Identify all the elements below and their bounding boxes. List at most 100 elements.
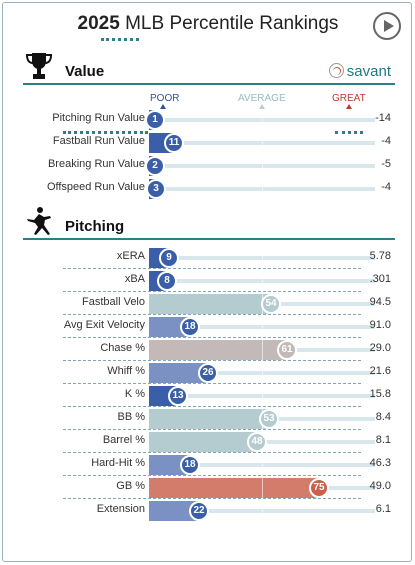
average-line bbox=[262, 133, 263, 153]
metric-row[interactable]: Offspeed Run Value 3 -4 bbox=[23, 177, 395, 200]
metric-row[interactable]: Pitching Run Value 1 -14 bbox=[23, 108, 395, 131]
metric-row[interactable]: xBA 8 .301 bbox=[23, 269, 395, 292]
metric-name: Extension bbox=[96, 503, 145, 515]
percentile-badge: 48 bbox=[247, 432, 267, 452]
scale-average-marker bbox=[259, 104, 265, 109]
percentile-badge: 26 bbox=[198, 363, 218, 383]
row-divider bbox=[63, 291, 361, 292]
percentile-badge: 61 bbox=[277, 340, 297, 360]
metric-row[interactable]: Whiff % 26 21.6 bbox=[23, 361, 395, 384]
average-line bbox=[262, 110, 263, 130]
percentile-bar bbox=[149, 363, 208, 383]
percentile-badge: 75 bbox=[309, 478, 329, 498]
percentile-badge: 18 bbox=[180, 317, 200, 337]
percentile-bar bbox=[149, 340, 287, 360]
metric-value: -5 bbox=[381, 158, 391, 170]
pitching-section-header: Pitching bbox=[23, 207, 395, 240]
value-section-title: Value bbox=[65, 63, 105, 80]
metric-row[interactable]: Fastball Velo 54 94.5 bbox=[23, 292, 395, 315]
average-line bbox=[262, 317, 263, 337]
row-divider bbox=[63, 406, 361, 407]
row-divider bbox=[63, 360, 361, 361]
percentile-badge: 22 bbox=[189, 501, 209, 521]
metric-name: Fastball Velo bbox=[82, 296, 145, 308]
metric-value: 91.0 bbox=[369, 319, 391, 331]
percentile-badge: 3 bbox=[146, 179, 166, 199]
scale-average-label: AVERAGE bbox=[238, 93, 286, 104]
row-divider bbox=[63, 268, 361, 269]
metric-value: -4 bbox=[381, 181, 391, 193]
play-icon[interactable] bbox=[373, 12, 401, 40]
pitcher-icon bbox=[27, 207, 51, 235]
percentile-badge: 1 bbox=[145, 110, 165, 130]
average-line bbox=[262, 248, 263, 268]
row-divider bbox=[63, 475, 361, 476]
percentile-badge: 9 bbox=[159, 248, 179, 268]
metric-row[interactable]: Barrel % 48 8.1 bbox=[23, 430, 395, 453]
percentile-bar bbox=[149, 317, 190, 337]
average-line bbox=[262, 455, 263, 475]
metric-row[interactable]: xERA 9 5.78 bbox=[23, 246, 395, 269]
metric-value: 8.1 bbox=[375, 434, 391, 446]
percentile-badge: 8 bbox=[157, 271, 177, 291]
metric-name: GB % bbox=[116, 480, 145, 492]
percentile-badge: 13 bbox=[168, 386, 188, 406]
metric-row[interactable]: K % 13 15.8 bbox=[23, 384, 395, 407]
metric-row[interactable]: Avg Exit Velocity 18 91.0 bbox=[23, 315, 395, 338]
average-line bbox=[262, 271, 263, 291]
metric-name: Offspeed Run Value bbox=[46, 181, 145, 193]
row-divider bbox=[63, 452, 361, 453]
percentile-badge: 18 bbox=[180, 455, 200, 475]
metric-value: 21.6 bbox=[369, 365, 391, 377]
metric-value: 49.0 bbox=[369, 480, 391, 492]
metric-value: .301 bbox=[369, 273, 391, 285]
metric-name: Pitching Run Value bbox=[52, 112, 145, 124]
metric-value: 8.4 bbox=[375, 411, 391, 423]
percentile-badge: 54 bbox=[261, 294, 281, 314]
metric-name: xERA bbox=[116, 250, 145, 262]
metric-row[interactable]: Chase % 61 29.0 bbox=[23, 338, 395, 361]
baseball-icon bbox=[328, 63, 344, 78]
metric-row[interactable]: BB % 53 8.4 bbox=[23, 407, 395, 430]
row-divider bbox=[63, 383, 361, 384]
metric-name: Fastball Run Value bbox=[52, 135, 145, 147]
metric-name: xBA bbox=[124, 273, 145, 285]
title-underline bbox=[101, 38, 139, 41]
metric-row[interactable]: Extension 22 6.1 bbox=[23, 499, 395, 522]
title-text: MLB Percentile Rankings bbox=[125, 13, 339, 34]
metric-row[interactable]: Fastball Run Value 11 -4 bbox=[23, 131, 395, 154]
metric-value: 6.1 bbox=[375, 503, 391, 515]
metric-name: Barrel % bbox=[102, 434, 145, 446]
trophy-icon bbox=[25, 53, 53, 79]
metric-row[interactable]: GB % 75 49.0 bbox=[23, 476, 395, 499]
average-line bbox=[262, 363, 263, 383]
metric-value: 5.78 bbox=[369, 250, 391, 262]
metric-value: 94.5 bbox=[369, 296, 391, 308]
savant-logo[interactable]: savant bbox=[328, 63, 391, 80]
value-section-header: Value savant bbox=[23, 53, 395, 85]
average-line bbox=[262, 501, 263, 521]
row-divider bbox=[63, 337, 361, 338]
metric-value: 15.8 bbox=[369, 388, 391, 400]
percentile-badge: 2 bbox=[145, 156, 165, 176]
scale-poor-label: POOR bbox=[150, 93, 180, 104]
metric-name: Avg Exit Velocity bbox=[63, 319, 145, 331]
percentile-bar bbox=[149, 409, 269, 429]
metric-row[interactable]: Hard-Hit % 18 46.3 bbox=[23, 453, 395, 476]
percentile-bar bbox=[149, 501, 199, 521]
savant-text: savant bbox=[346, 63, 391, 80]
percentile-card: 2025 MLB Percentile Rankings Value savan… bbox=[2, 2, 412, 562]
percentile-badge: 53 bbox=[259, 409, 279, 429]
metric-name: Chase % bbox=[100, 342, 145, 354]
percentile-badge: 11 bbox=[164, 133, 184, 153]
title-year: 2025 bbox=[77, 13, 120, 34]
scale-great-label: GREAT bbox=[332, 93, 366, 104]
scale-great-marker bbox=[346, 104, 352, 109]
average-line bbox=[262, 156, 263, 176]
average-line bbox=[262, 340, 263, 360]
metric-name: K % bbox=[124, 388, 145, 400]
qualified-separator-right bbox=[335, 131, 363, 134]
row-divider bbox=[63, 498, 361, 499]
percentile-bar bbox=[149, 294, 271, 314]
metric-row[interactable]: Breaking Run Value 2 -5 bbox=[23, 154, 395, 177]
